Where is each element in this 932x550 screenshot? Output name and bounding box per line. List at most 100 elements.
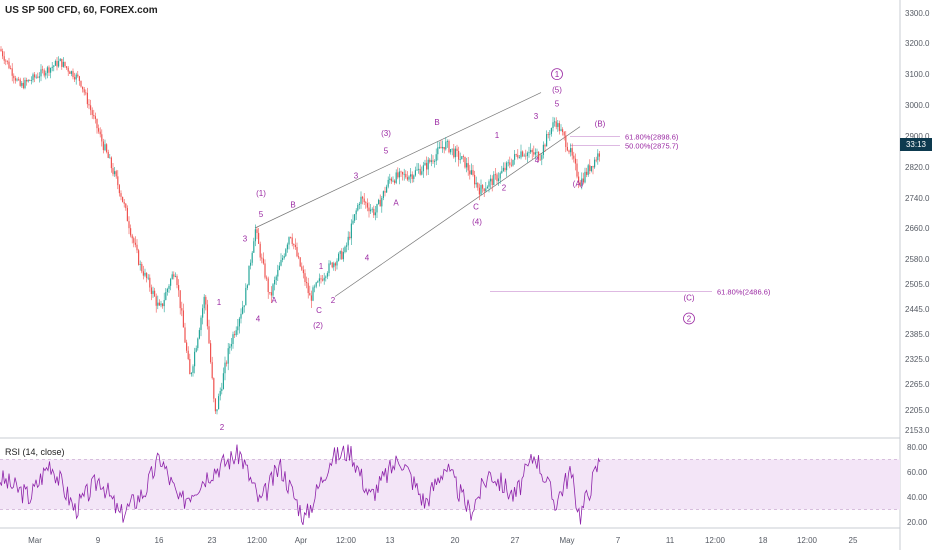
candle-body — [3, 56, 5, 61]
candle-body — [560, 129, 562, 131]
candle-body — [122, 196, 124, 203]
candle-body — [542, 144, 544, 155]
candle-body — [330, 262, 332, 264]
candle-body — [206, 304, 208, 327]
candle-body — [208, 326, 210, 344]
wave-label: 2 — [331, 296, 336, 305]
wave-label: 2 — [687, 315, 692, 324]
wave-label: 2 — [502, 183, 507, 192]
candle-body — [13, 75, 15, 79]
candle-body — [205, 296, 207, 305]
candle-body — [27, 79, 29, 82]
candle-body — [483, 188, 485, 192]
candle-body — [541, 154, 543, 160]
candle-body — [290, 237, 292, 238]
candle-body — [382, 191, 384, 199]
candle-body — [288, 237, 290, 245]
price-axis[interactable]: 3300.0 3200.0 3100.0 3000.0 2900.0 2820.0 2740… — [905, 9, 930, 435]
rsi-tick-label: 60.00 — [907, 468, 928, 477]
candle-body — [226, 362, 228, 364]
candle-body — [323, 277, 325, 281]
candle-body — [384, 191, 386, 193]
candle-body — [286, 244, 288, 250]
candle-body — [328, 263, 330, 274]
candle-body — [130, 228, 132, 236]
candle-body — [272, 284, 274, 296]
fib-label: 61.80%(2486.6) — [717, 288, 771, 297]
candle-body — [406, 177, 408, 180]
candle-body — [360, 196, 362, 204]
candle-body — [190, 372, 192, 375]
candle-body — [150, 287, 152, 294]
candle-body — [120, 193, 122, 197]
candle-body — [325, 276, 327, 278]
candle-body — [395, 172, 397, 183]
candle-body — [317, 281, 319, 283]
candle-body — [442, 146, 444, 149]
candle-body — [32, 74, 34, 81]
candle-body — [294, 245, 296, 248]
candle-body — [470, 170, 472, 175]
candle-body — [429, 159, 431, 162]
candle-body — [405, 173, 407, 178]
time-tick-label: 16 — [155, 536, 164, 545]
candle-body — [211, 362, 213, 379]
candle-body — [555, 121, 557, 127]
fib-label: 50.00%(2875.7) — [625, 141, 679, 150]
candle-body — [235, 330, 237, 336]
candle-body — [258, 232, 260, 244]
time-tick-label: 23 — [208, 536, 217, 545]
candle-body — [354, 214, 356, 221]
candle-body — [243, 305, 245, 308]
candle-body — [134, 242, 136, 245]
candle-body — [189, 359, 191, 375]
candle-body — [186, 342, 188, 351]
candle-body — [314, 286, 316, 288]
candle-body — [504, 167, 506, 171]
candle-body — [402, 171, 404, 175]
candle-body — [218, 396, 220, 410]
candle-body — [266, 277, 268, 279]
candle-body — [386, 186, 388, 193]
candle-body — [346, 245, 348, 247]
wave-label: C — [473, 202, 479, 211]
wave-circle — [551, 68, 563, 80]
candle-body — [162, 303, 164, 307]
candle-body — [251, 252, 253, 263]
candle-body — [531, 149, 533, 153]
candle-body — [117, 176, 119, 186]
candle-body — [227, 348, 229, 364]
candle-body — [403, 173, 405, 175]
candle-body — [30, 80, 32, 81]
candle-body — [299, 257, 301, 267]
candle-body — [526, 152, 528, 157]
candle-body — [158, 302, 160, 306]
candle-body — [291, 237, 293, 244]
candle-body — [104, 144, 106, 151]
candle-body — [267, 278, 269, 293]
time-tick-label: May — [559, 536, 574, 545]
candle-body — [416, 169, 418, 171]
price-tick-label: 3200.0 — [905, 39, 930, 48]
candle-body — [499, 173, 501, 179]
candle-body — [506, 162, 508, 171]
candle-body — [168, 285, 170, 289]
wave-label: B — [434, 118, 439, 127]
candle-body — [229, 346, 231, 349]
time-axis[interactable]: Mar 9 16 23 12:00 Apr 12:00 13 20 27 May 7 11 12:00 18… — [28, 536, 858, 545]
candle-body — [320, 278, 322, 280]
candle-body — [107, 151, 109, 158]
candle-body — [54, 61, 56, 66]
candle-body — [533, 152, 535, 155]
candle-body — [90, 105, 92, 111]
candle-body — [590, 166, 592, 172]
candle-body — [538, 151, 540, 160]
candle-body — [315, 282, 317, 287]
candle-body — [176, 276, 178, 286]
candle-body — [459, 159, 461, 161]
rsi-axis[interactable]: 80.00 60.00 40.00 20.00 — [907, 443, 928, 527]
candle-body — [93, 114, 95, 117]
wave-label: A — [271, 296, 277, 305]
elliott-wave-labels: 1(5)53(B)142 (A)B(3)53A C(4)(1)5B341AC2(2)… — [217, 68, 695, 432]
